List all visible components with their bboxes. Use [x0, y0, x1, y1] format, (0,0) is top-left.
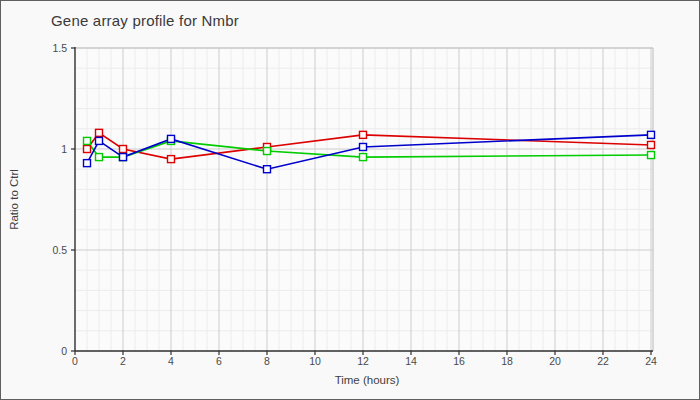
data-point-marker-green-series: [84, 137, 91, 144]
data-point-marker-blue-series: [264, 166, 271, 173]
x-tick-label: 6: [216, 355, 222, 367]
plot-area: 02468101214161820222400.511.5Time (hours…: [1, 1, 700, 400]
x-tick-label: 12: [357, 355, 369, 367]
data-point-marker-green-series: [648, 152, 655, 159]
y-tick-label: 0.5: [52, 244, 67, 256]
data-point-marker-green-series: [360, 154, 367, 161]
x-axis-title: Time (hours): [335, 374, 400, 386]
y-tick-label: 1: [61, 143, 67, 155]
x-tick-label: 22: [597, 355, 609, 367]
data-point-marker-red-series: [648, 141, 655, 148]
data-point-marker-red-series: [360, 131, 367, 138]
y-tick-label: 1.5: [52, 42, 67, 54]
data-point-marker-blue-series: [168, 135, 175, 142]
x-tick-label: 10: [309, 355, 321, 367]
y-axis-title: Ratio to Ctrl: [8, 169, 20, 230]
x-tick-label: 14: [405, 355, 417, 367]
x-tick-label: 24: [645, 355, 657, 367]
x-tick-label: 18: [501, 355, 513, 367]
data-point-marker-red-series: [168, 156, 175, 163]
data-point-marker-blue-series: [360, 143, 367, 150]
data-point-marker-blue-series: [84, 160, 91, 167]
data-point-marker-red-series: [84, 146, 91, 153]
x-tick-label: 2: [120, 355, 126, 367]
plot-background: [75, 48, 653, 351]
x-tick-label: 20: [549, 355, 561, 367]
y-tick-label: 0: [61, 345, 67, 357]
data-point-marker-blue-series: [96, 137, 103, 144]
data-point-marker-green-series: [96, 154, 103, 161]
x-tick-label: 16: [453, 355, 465, 367]
data-point-marker-blue-series: [648, 131, 655, 138]
data-point-marker-green-series: [264, 148, 271, 155]
chart-figure: Gene array profile for Nmbr 024681012141…: [0, 0, 700, 400]
x-tick-label: 8: [264, 355, 270, 367]
x-tick-label: 4: [168, 355, 174, 367]
x-tick-label: 0: [72, 355, 78, 367]
data-point-marker-blue-series: [120, 154, 127, 161]
data-point-marker-red-series: [120, 146, 127, 153]
data-point-marker-red-series: [96, 129, 103, 136]
